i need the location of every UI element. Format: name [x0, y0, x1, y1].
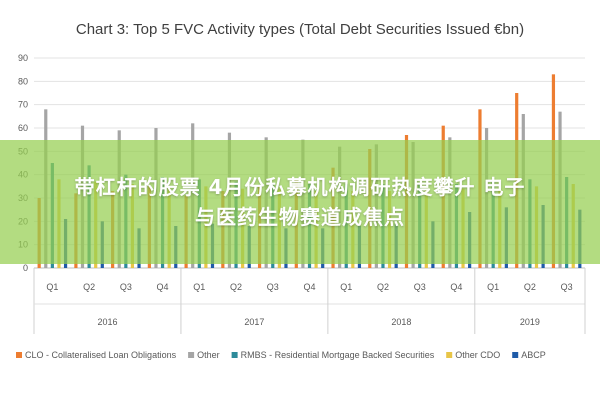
x-tick-label: Q4	[157, 282, 169, 292]
y-tick-label: 60	[18, 123, 28, 133]
legend: CLO - Collateralised Loan Obligations Oth…	[16, 350, 546, 360]
x-tick-label: Q2	[83, 282, 95, 292]
y-tick-label: 80	[18, 76, 28, 86]
x-group-label: 2019	[520, 317, 540, 327]
legend-label: CLO - Collateralised Loan Obligations	[25, 350, 177, 360]
legend-swatch	[512, 352, 519, 358]
legend-swatch	[231, 352, 238, 358]
legend-label: Other	[197, 350, 220, 360]
overlay-headline-line-1: 带杠杆的股票 4月份私募机构调研热度攀升 电子	[74, 175, 526, 199]
legend-swatch	[188, 352, 195, 358]
x-group-label: 2017	[244, 317, 264, 327]
x-tick-label: Q1	[340, 282, 352, 292]
x-axis: Q1 Q2 Q3 Q4 Q1 Q2 Q3 Q4 Q1 Q2 Q3 Q4 Q1 Q2 Q3 2016 2017 20…	[33, 268, 586, 334]
legend-swatch	[446, 352, 453, 358]
x-tick-label: Q3	[561, 282, 573, 292]
y-tick-label: 0	[23, 263, 28, 273]
overlay-headline-line-2: 与医药生物赛道成焦点	[195, 205, 405, 229]
x-tick-label: Q4	[450, 282, 462, 292]
x-tick-label: Q1	[487, 282, 499, 292]
x-group-label: 2016	[97, 317, 117, 327]
x-tick-label: Q2	[377, 282, 389, 292]
legend-label: ABCP	[521, 350, 546, 360]
x-tick-label: Q1	[193, 282, 205, 292]
legend-label: RMBS - Residential Mortgage Backed Secur…	[241, 350, 435, 360]
y-tick-label: 70	[18, 100, 28, 110]
legend-label: Other CDO	[455, 350, 500, 360]
x-tick-label: Q4	[303, 282, 315, 292]
x-tick-label: Q2	[524, 282, 536, 292]
x-tick-label: Q1	[46, 282, 58, 292]
x-tick-label: Q3	[120, 282, 132, 292]
x-group-label: 2018	[391, 317, 411, 327]
chart-title: Chart 3: Top 5 FVC Activity types (Total…	[76, 21, 524, 38]
x-tick-label: Q2	[230, 282, 242, 292]
x-tick-label: Q3	[267, 282, 279, 292]
legend-swatch	[16, 352, 22, 358]
promo-overlay-banner[interactable]: 带杠杆的股票 4月份私募机构调研热度攀升 电子 与医药生物赛道成焦点	[0, 140, 600, 264]
x-tick-label: Q3	[414, 282, 426, 292]
y-tick-label: 90	[18, 53, 28, 63]
